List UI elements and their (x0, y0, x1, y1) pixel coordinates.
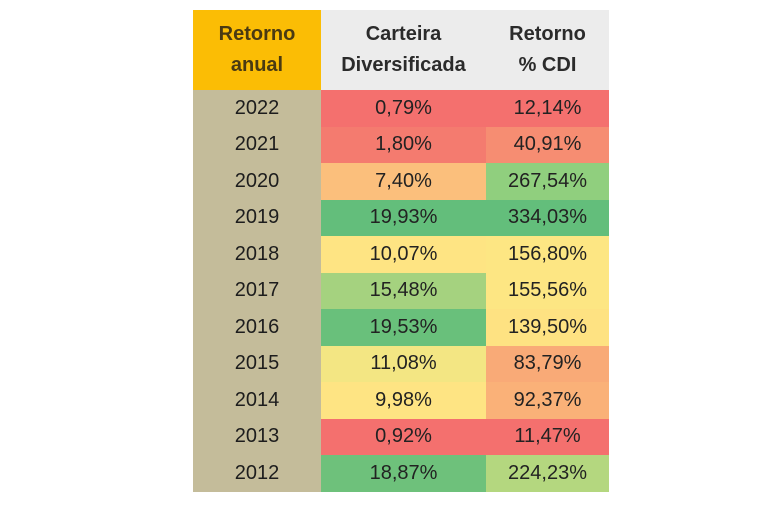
portfolio-return-cell: 7,40% (321, 163, 486, 200)
year-cell: 2022 (193, 90, 321, 127)
cdi-return-cell: 83,79% (486, 345, 609, 382)
cdi-return-cell: 334,03% (486, 199, 609, 236)
portfolio-return-cell: 19,53% (321, 309, 486, 346)
cdi-return-cell: 139,50% (486, 309, 609, 346)
header-row: Retorno anual Carteira Diversificada Ret… (193, 10, 609, 90)
header-cdi-return: Retorno % CDI (486, 10, 609, 90)
returns-table: Retorno anual Carteira Diversificada Ret… (193, 10, 609, 492)
cdi-return-cell: 92,37% (486, 382, 609, 419)
table-row: 2015 11,08% 83,79% (193, 345, 609, 382)
header-annual-return: Retorno anual (193, 10, 321, 90)
year-cell: 2014 (193, 382, 321, 419)
table-row: 2018 10,07% 156,80% (193, 236, 609, 273)
cdi-return-cell: 155,56% (486, 272, 609, 309)
cdi-return-cell: 12,14% (486, 90, 609, 127)
portfolio-return-cell: 10,07% (321, 236, 486, 273)
year-cell: 2013 (193, 418, 321, 455)
year-cell: 2020 (193, 163, 321, 200)
table-row: 2014 9,98% 92,37% (193, 382, 609, 419)
cdi-return-cell: 40,91% (486, 126, 609, 163)
year-cell: 2019 (193, 199, 321, 236)
year-cell: 2012 (193, 455, 321, 492)
cdi-return-cell: 11,47% (486, 418, 609, 455)
table-row: 2022 0,79% 12,14% (193, 90, 609, 127)
table-row: 2012 18,87% 224,23% (193, 455, 609, 492)
year-cell: 2018 (193, 236, 321, 273)
table-row: 2017 15,48% 155,56% (193, 272, 609, 309)
portfolio-return-cell: 11,08% (321, 345, 486, 382)
cdi-return-cell: 224,23% (486, 455, 609, 492)
portfolio-return-cell: 0,79% (321, 90, 486, 127)
portfolio-return-cell: 18,87% (321, 455, 486, 492)
table-row: 2021 1,80% 40,91% (193, 126, 609, 163)
year-cell: 2021 (193, 126, 321, 163)
year-cell: 2017 (193, 272, 321, 309)
table-row: 2013 0,92% 11,47% (193, 418, 609, 455)
portfolio-return-cell: 9,98% (321, 382, 486, 419)
cdi-return-cell: 156,80% (486, 236, 609, 273)
year-cell: 2015 (193, 345, 321, 382)
portfolio-return-cell: 0,92% (321, 418, 486, 455)
portfolio-return-cell: 1,80% (321, 126, 486, 163)
table-row: 2016 19,53% 139,50% (193, 309, 609, 346)
year-cell: 2016 (193, 309, 321, 346)
table-row: 2019 19,93% 334,03% (193, 199, 609, 236)
header-diversified-portfolio: Carteira Diversificada (321, 10, 486, 90)
portfolio-return-cell: 19,93% (321, 199, 486, 236)
cdi-return-cell: 267,54% (486, 163, 609, 200)
portfolio-return-cell: 15,48% (321, 272, 486, 309)
table-row: 2020 7,40% 267,54% (193, 163, 609, 200)
